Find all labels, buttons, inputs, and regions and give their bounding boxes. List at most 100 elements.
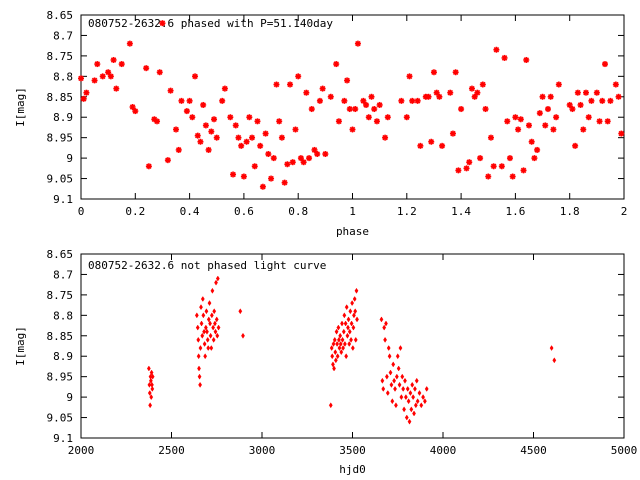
data-point <box>388 369 393 376</box>
data-point <box>197 373 202 380</box>
data-point <box>395 353 400 360</box>
data-point <box>387 353 392 360</box>
data-point <box>368 93 375 100</box>
data-point <box>178 97 185 104</box>
data-point <box>471 93 478 100</box>
data-point <box>347 340 352 347</box>
data-point <box>351 324 356 331</box>
data-point <box>365 114 372 121</box>
data-point <box>333 349 338 356</box>
data-point <box>276 118 283 125</box>
data-point <box>205 146 212 153</box>
data-point <box>215 332 220 339</box>
data-point <box>211 324 216 331</box>
y-tick-label: 8.95 <box>47 371 74 384</box>
data-point <box>150 373 155 380</box>
data-point <box>419 402 424 409</box>
y-tick-label: 9.1 <box>53 432 73 445</box>
data-point <box>458 106 465 113</box>
data-point <box>265 151 272 158</box>
data-point <box>164 157 171 164</box>
data-point <box>147 390 152 396</box>
data-point <box>599 97 606 104</box>
data-point <box>354 287 359 294</box>
data-point <box>328 402 333 409</box>
data-point <box>110 56 117 63</box>
data-point <box>449 130 456 137</box>
data-point <box>335 118 342 125</box>
data-point <box>593 89 600 96</box>
data-point <box>504 118 511 125</box>
data-point <box>421 394 425 401</box>
data-point <box>413 385 417 392</box>
data-point <box>143 65 150 72</box>
data-point <box>382 134 389 141</box>
data-point <box>196 353 201 360</box>
x-tick-label: 0 <box>78 205 85 218</box>
data-point <box>386 345 391 352</box>
data-point <box>436 93 443 100</box>
data-point <box>414 97 421 104</box>
y-tick-label: 9 <box>66 391 73 404</box>
y-tick-label: 8.65 <box>47 9 74 22</box>
data-point <box>501 54 508 61</box>
data-point <box>452 69 459 76</box>
data-point <box>319 85 326 92</box>
data-point <box>200 296 205 302</box>
data-point <box>391 361 396 368</box>
x-tick-label: 2500 <box>158 444 185 457</box>
x-tick-label: 1.6 <box>505 205 525 218</box>
data-point <box>515 126 522 133</box>
y-axis-label: I[mag] <box>14 87 27 127</box>
data-point <box>406 398 411 405</box>
data-point <box>588 97 595 104</box>
data-point <box>167 87 174 94</box>
y-tick-label: 9.05 <box>47 412 74 425</box>
data-point <box>259 183 266 190</box>
data-point <box>202 328 206 335</box>
data-point <box>394 402 398 409</box>
data-point <box>348 308 353 315</box>
y-tick-label: 9.05 <box>47 173 74 186</box>
data-point <box>463 165 470 172</box>
data-point <box>156 69 163 76</box>
data-point <box>409 406 414 413</box>
data-point <box>249 134 256 141</box>
data-point <box>394 373 399 380</box>
y-tick-label: 8.85 <box>47 91 74 104</box>
data-point <box>189 114 196 121</box>
data-point <box>129 104 136 110</box>
data-point <box>206 316 211 323</box>
data-point <box>333 357 338 364</box>
data-point <box>390 398 395 405</box>
data-point <box>331 361 335 368</box>
data-point <box>400 373 405 380</box>
data-point <box>335 340 340 347</box>
y-tick-label: 8.8 <box>53 309 73 322</box>
data-point <box>409 97 416 104</box>
data-point <box>332 365 336 372</box>
data-point <box>411 394 416 401</box>
y-tick-label: 8.7 <box>53 29 73 42</box>
data-point <box>227 114 234 121</box>
data-point <box>398 345 403 352</box>
data-point <box>544 106 551 113</box>
data-point <box>107 73 114 80</box>
data-point <box>145 163 152 170</box>
data-point <box>490 163 497 170</box>
data-point <box>78 75 84 82</box>
data-point <box>230 171 237 178</box>
data-point <box>216 324 221 331</box>
data-point <box>404 414 409 421</box>
data-point <box>268 175 275 182</box>
data-point <box>506 155 513 162</box>
data-point <box>349 336 353 343</box>
data-point <box>517 116 524 123</box>
unphased-light-curve-plot: 2000 2500 3000 3500 4000 4500 5000 8.65 8.7 8.75 8… <box>14 248 637 476</box>
data-point <box>477 155 484 162</box>
data-point <box>596 118 603 125</box>
data-point <box>344 77 351 84</box>
data-point <box>297 155 304 162</box>
data-point <box>339 349 344 356</box>
